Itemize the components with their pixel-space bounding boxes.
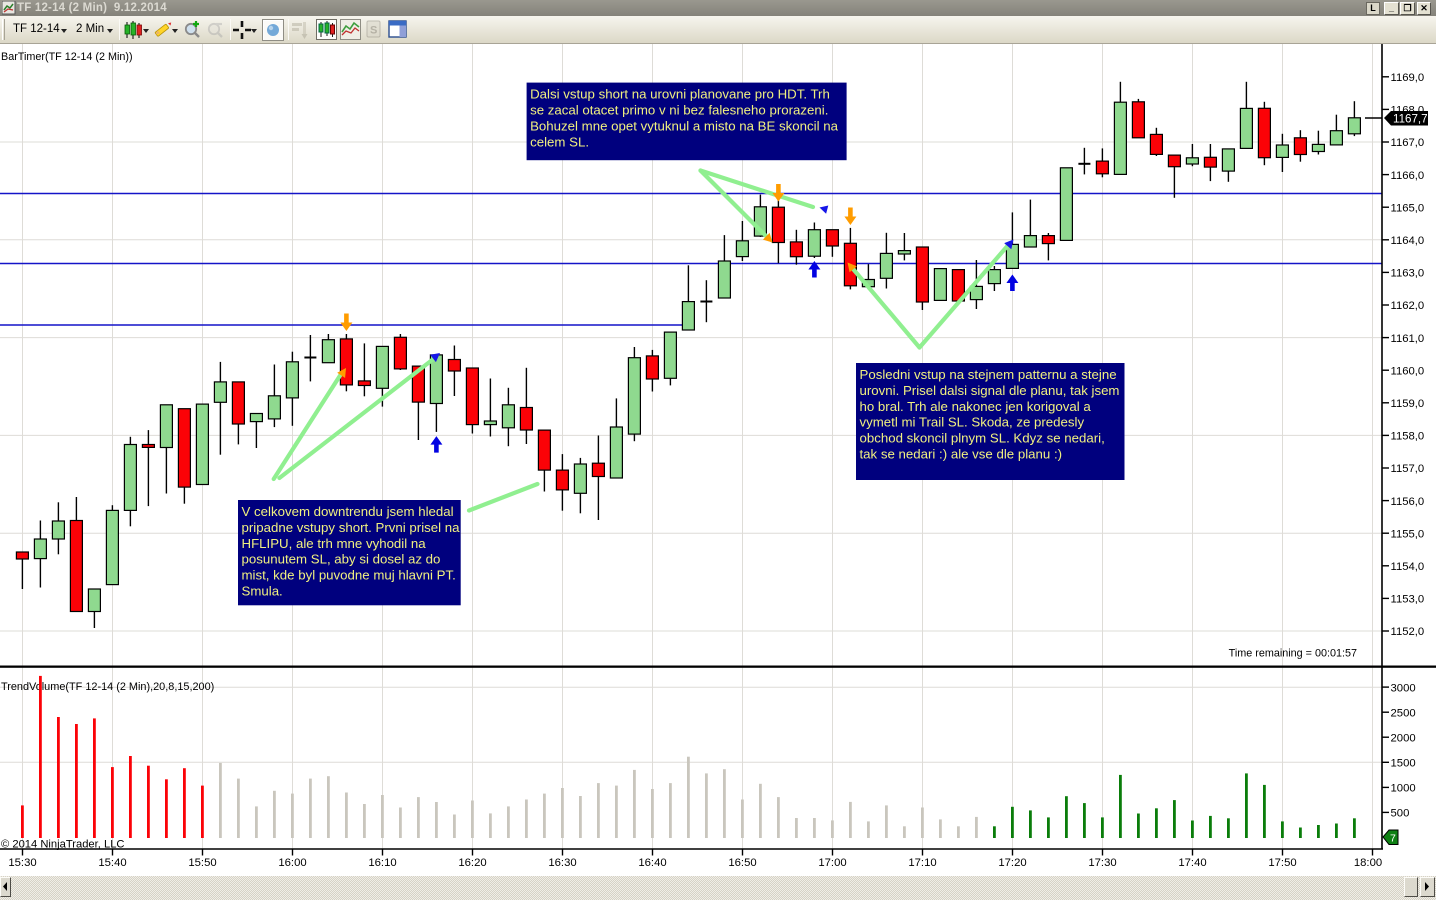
- svg-text:1155,0: 1155,0: [1391, 528, 1425, 540]
- svg-text:17:10: 17:10: [908, 857, 936, 869]
- svg-text:1000: 1000: [1391, 783, 1416, 795]
- svg-text:15:40: 15:40: [98, 857, 126, 869]
- svg-text:1159,0: 1159,0: [1391, 398, 1425, 410]
- svg-text:16:10: 16:10: [368, 857, 396, 869]
- svg-text:15:50: 15:50: [188, 857, 216, 869]
- svg-text:17:30: 17:30: [1088, 857, 1116, 869]
- svg-text:S: S: [370, 25, 377, 37]
- svg-text:1157,0: 1157,0: [1391, 463, 1425, 475]
- svg-text:16:20: 16:20: [458, 857, 486, 869]
- svg-text:Time remaining = 00:01:57: Time remaining = 00:01:57: [1229, 648, 1357, 660]
- svg-text:17:40: 17:40: [1178, 857, 1206, 869]
- svg-text:TrendVolume(TF 12-14 (2 Min),2: TrendVolume(TF 12-14 (2 Min),20,8,15,200…: [1, 681, 214, 693]
- svg-text:1167,7: 1167,7: [1393, 113, 1428, 126]
- svg-text:© 2014 NinjaTrader, LLC: © 2014 NinjaTrader, LLC: [1, 839, 125, 851]
- svg-text:1161,0: 1161,0: [1391, 333, 1425, 345]
- svg-text:17:00: 17:00: [818, 857, 846, 869]
- svg-text:1165,0: 1165,0: [1391, 202, 1425, 214]
- svg-text:Posledni vstup na stejnem patt: Posledni vstup na stejnem patternu a ste…: [860, 367, 1120, 462]
- svg-text:BarTimer(TF 12-14 (2 Min)): BarTimer(TF 12-14 (2 Min)): [1, 51, 133, 63]
- svg-text:15:30: 15:30: [8, 857, 36, 869]
- svg-text:1167,0: 1167,0: [1391, 137, 1425, 149]
- svg-text:1162,0: 1162,0: [1391, 300, 1425, 312]
- svg-text:16:30: 16:30: [548, 857, 576, 869]
- svg-text:1153,0: 1153,0: [1391, 594, 1425, 606]
- svg-text:18:00: 18:00: [1354, 857, 1382, 869]
- svg-text:1152,0: 1152,0: [1391, 626, 1425, 638]
- svg-text:1169,0: 1169,0: [1391, 72, 1425, 84]
- svg-text:16:00: 16:00: [278, 857, 306, 869]
- svg-text:500: 500: [1391, 808, 1410, 820]
- svg-text:1158,0: 1158,0: [1391, 431, 1425, 443]
- svg-text:1166,0: 1166,0: [1391, 170, 1425, 182]
- svg-text:1164,0: 1164,0: [1391, 235, 1425, 247]
- svg-text:1160,0: 1160,0: [1391, 365, 1425, 377]
- svg-text:1500: 1500: [1391, 758, 1416, 770]
- svg-text:3000: 3000: [1391, 682, 1416, 694]
- svg-text:16:40: 16:40: [638, 857, 666, 869]
- svg-text:17:20: 17:20: [998, 857, 1026, 869]
- svg-text:17:50: 17:50: [1268, 857, 1296, 869]
- svg-text:V celkovem downtrendu jsem hle: V celkovem downtrendu jsem hledal pripadn…: [242, 504, 461, 599]
- svg-text:16:50: 16:50: [728, 857, 756, 869]
- svg-text:1156,0: 1156,0: [1391, 496, 1425, 508]
- svg-text:1154,0: 1154,0: [1391, 561, 1425, 573]
- svg-text:1163,0: 1163,0: [1391, 268, 1425, 280]
- svg-text:2000: 2000: [1391, 732, 1416, 744]
- svg-text:7: 7: [1390, 833, 1396, 845]
- svg-text:2500: 2500: [1391, 707, 1416, 719]
- svg-text:Dalsi vstup short na urovni pl: Dalsi vstup short na urovni planovane pr…: [530, 87, 838, 150]
